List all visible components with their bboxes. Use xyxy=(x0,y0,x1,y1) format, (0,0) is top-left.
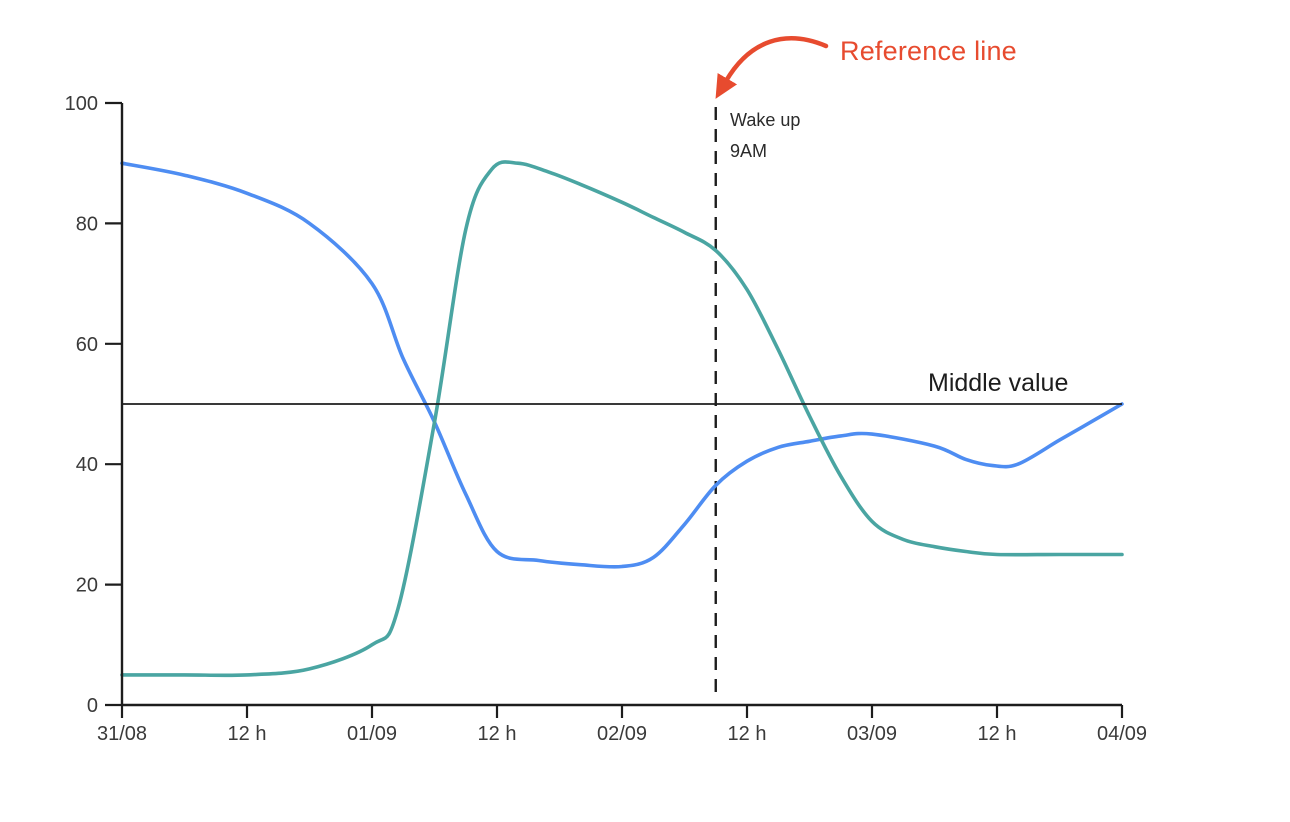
annotation-arrow-icon xyxy=(715,36,829,99)
y-tick-label: 80 xyxy=(76,213,98,235)
x-tick-label: 12 h xyxy=(728,723,767,745)
y-tick-label: 40 xyxy=(76,454,98,476)
y-tick-label: 0 xyxy=(87,695,98,717)
vline-label-line2: 9AM xyxy=(730,141,768,161)
x-tick-label: 04/09 xyxy=(1097,723,1147,745)
series-line-0 xyxy=(120,161,1124,569)
x-tick-label: 01/09 xyxy=(347,723,397,745)
x-tick-label: 12 h xyxy=(478,723,517,745)
y-tick-label: 100 xyxy=(65,93,98,115)
x-tick-label: 03/09 xyxy=(847,723,897,745)
y-tick-label: 60 xyxy=(76,334,98,356)
x-tick-label: 31/08 xyxy=(97,723,147,745)
reference-line-callout: Reference line xyxy=(840,36,1017,66)
x-tick-label: 12 h xyxy=(228,723,267,745)
x-tick-label: 12 h xyxy=(978,723,1017,745)
series-line-1 xyxy=(120,160,1124,678)
y-tick-label: 20 xyxy=(76,575,98,597)
x-tick-label: 02/09 xyxy=(597,723,647,745)
middle-value-label: Middle value xyxy=(928,369,1069,397)
vline-label-line1: Wake up xyxy=(730,110,801,130)
